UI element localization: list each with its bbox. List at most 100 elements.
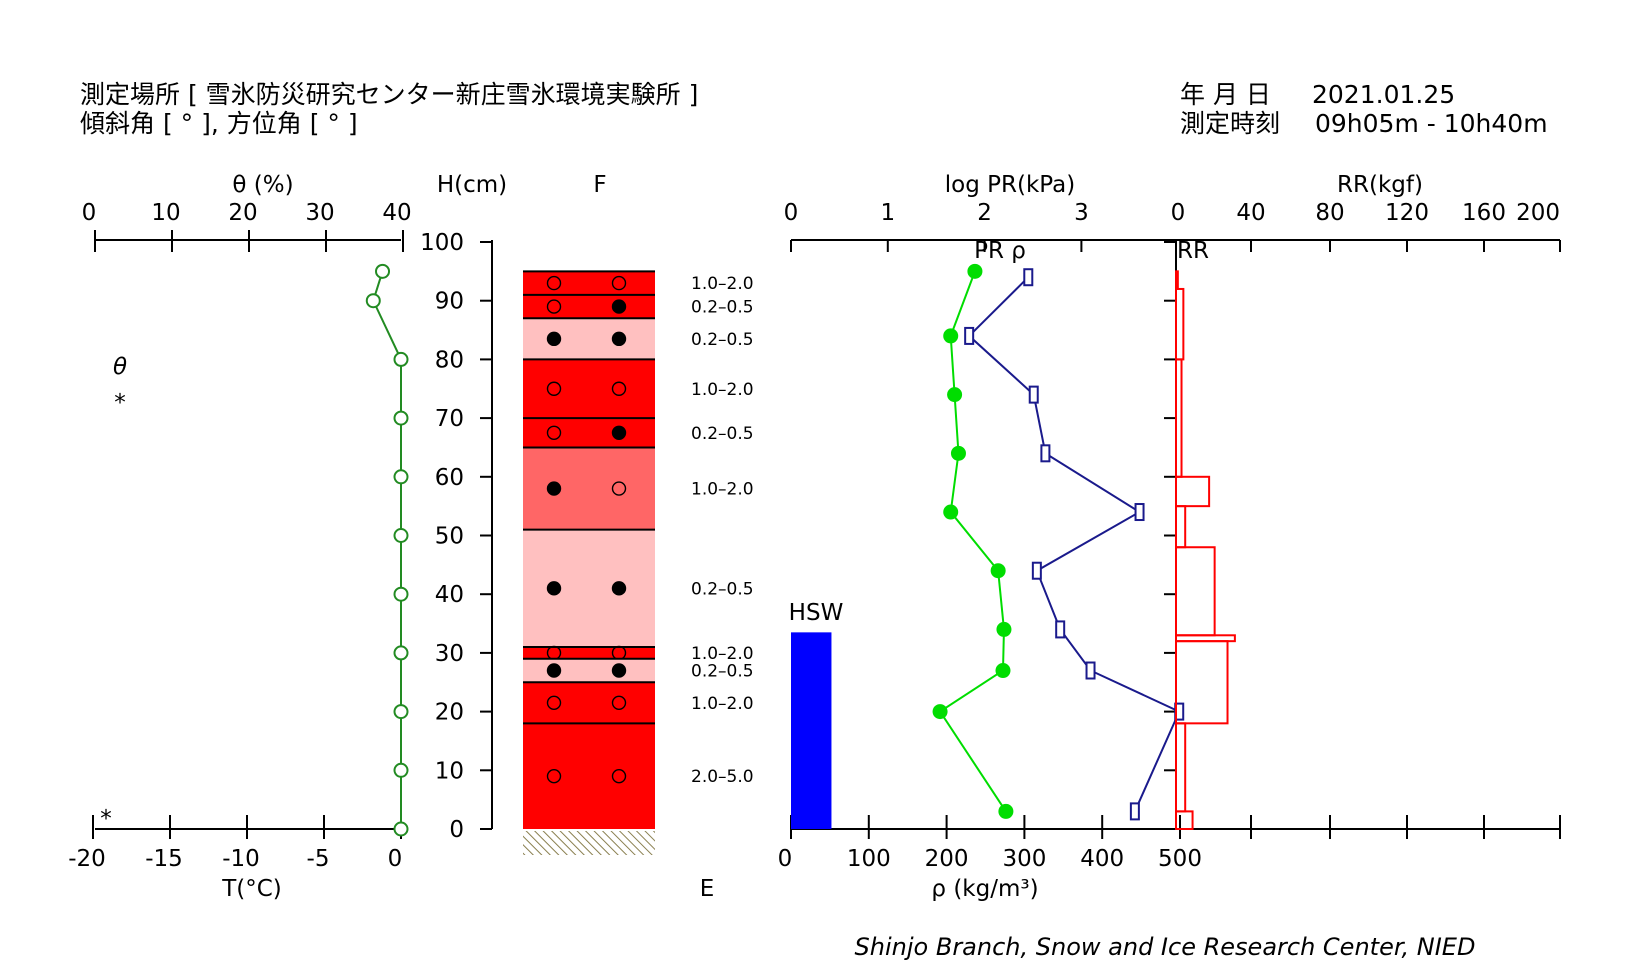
density-point xyxy=(1031,561,1042,580)
solid-grain-marker xyxy=(546,331,562,347)
rr-step xyxy=(1175,546,1216,637)
rr-step xyxy=(1175,640,1229,725)
solid-grain-marker xyxy=(611,663,627,678)
temperature-tick-label: 0 xyxy=(388,846,403,872)
grain-size-label: 0.2–0.5 xyxy=(691,662,754,682)
rr-step xyxy=(1175,358,1183,478)
temperature-point xyxy=(393,645,409,661)
height-tick-label: 0 xyxy=(449,817,464,843)
temperature-tick-label: -5 xyxy=(307,846,330,872)
grain-size-label: 0.2–0.5 xyxy=(691,330,754,350)
height-tick-label: 100 xyxy=(420,230,464,256)
pr-point xyxy=(996,621,1012,637)
rr-tick-label: 120 xyxy=(1385,200,1429,226)
rr-axis-title: RR(kgf) xyxy=(1337,172,1423,198)
height-tick-label: 40 xyxy=(435,582,464,608)
theta-tick-label: 40 xyxy=(382,200,411,226)
open-grain-marker xyxy=(611,381,627,396)
theta-tick-label: 0 xyxy=(82,200,97,226)
ground-hatch xyxy=(523,831,655,855)
open-grain-marker xyxy=(611,481,627,496)
rr-tick-label: 80 xyxy=(1315,200,1344,226)
theta-legend: θ xyxy=(113,354,127,380)
hsw-bar xyxy=(791,632,832,829)
rr-step xyxy=(1175,287,1185,361)
density-point xyxy=(1023,268,1034,287)
grain-size-label: 1.0–2.0 xyxy=(691,694,754,714)
height-tick-label: 60 xyxy=(435,465,464,491)
grain-size-label: 1.0–2.0 xyxy=(691,480,754,500)
snow-layer xyxy=(523,529,655,648)
rr-tick-label: 160 xyxy=(1462,200,1506,226)
e-column-title: E xyxy=(700,876,715,902)
density-point xyxy=(1134,503,1145,522)
rr-step xyxy=(1175,475,1211,508)
pr-line xyxy=(938,270,1007,812)
open-grain-marker xyxy=(546,768,562,784)
temperature-point xyxy=(393,762,409,778)
open-grain-marker xyxy=(611,275,627,291)
solid-grain-marker xyxy=(546,581,562,596)
pr-point xyxy=(995,663,1011,679)
star-legend: * xyxy=(114,390,126,416)
time-value: 09h05m - 10h40m xyxy=(1315,109,1548,138)
time-label: 測定時刻 xyxy=(1180,109,1280,138)
density-point xyxy=(964,326,975,345)
snow-layer xyxy=(523,418,655,448)
density-tick-label: 300 xyxy=(1002,846,1046,872)
density-tick-label: 400 xyxy=(1080,846,1124,872)
site-line: 測定場所 [ 雪氷防災研究センター新庄雪氷環境実験所 ] xyxy=(80,80,698,109)
f-column-title: F xyxy=(593,172,606,198)
solid-grain-marker xyxy=(546,481,562,496)
theta-tick-label: 20 xyxy=(228,200,257,226)
pr-point xyxy=(998,803,1014,819)
height-tick-label: 90 xyxy=(435,289,464,315)
open-grain-marker xyxy=(546,275,562,291)
temperature-tick-label: -15 xyxy=(145,846,183,872)
theta-tick-label: 30 xyxy=(305,200,334,226)
logpr-tick-label: 3 xyxy=(1074,200,1089,226)
snow-layer xyxy=(523,682,655,724)
density-point xyxy=(1055,620,1066,639)
hsw-label: HSW xyxy=(789,600,844,626)
density-point xyxy=(1040,444,1051,463)
temperature-point xyxy=(393,528,409,543)
grain-size-label: 1.0–2.0 xyxy=(691,380,754,400)
rr-tick-label: 40 xyxy=(1236,200,1265,226)
rr-step xyxy=(1175,505,1187,549)
date-label: 年 月 日 xyxy=(1180,80,1271,109)
theta-axis-title: θ (%) xyxy=(232,172,293,198)
rr-legend: RR xyxy=(1177,238,1209,264)
rr-tick-label: 200 xyxy=(1516,200,1560,226)
density-tick-label: 200 xyxy=(925,846,969,872)
snow-layer xyxy=(523,318,655,360)
solid-grain-marker xyxy=(611,331,627,347)
pr-point xyxy=(990,563,1006,579)
open-grain-marker xyxy=(546,695,562,710)
density-tick-label: 500 xyxy=(1158,846,1202,872)
logpr-tick-label: 2 xyxy=(977,200,992,226)
theta-tick-label: 10 xyxy=(151,200,180,226)
open-grain-marker xyxy=(546,381,562,396)
pr-rho-legend: PR ρ xyxy=(974,238,1026,264)
snow-layer xyxy=(523,658,655,683)
data-series xyxy=(365,263,1236,837)
solid-grain-marker xyxy=(611,299,627,314)
temperature-point xyxy=(393,410,409,426)
snow-layer xyxy=(523,294,655,319)
snow-layer xyxy=(523,359,655,419)
snow-layer xyxy=(523,723,655,829)
grain-size-label: 0.2–0.5 xyxy=(691,424,754,444)
density-tick-label: 0 xyxy=(778,846,793,872)
temperature-point xyxy=(393,704,409,720)
density-point xyxy=(1028,385,1039,404)
grain-size-label: 1.0–2.0 xyxy=(691,274,754,294)
solid-grain-marker xyxy=(611,581,627,596)
credit-text: Shinjo Branch, Snow and Ice Research Cen… xyxy=(855,933,1476,961)
temperature-point xyxy=(365,293,381,309)
grain-size-label: 0.2–0.5 xyxy=(691,298,754,318)
grain-size-label: 0.2–0.5 xyxy=(691,579,754,599)
grain-size-label: 1.0–2.0 xyxy=(691,644,754,664)
temperature-point xyxy=(393,351,409,367)
